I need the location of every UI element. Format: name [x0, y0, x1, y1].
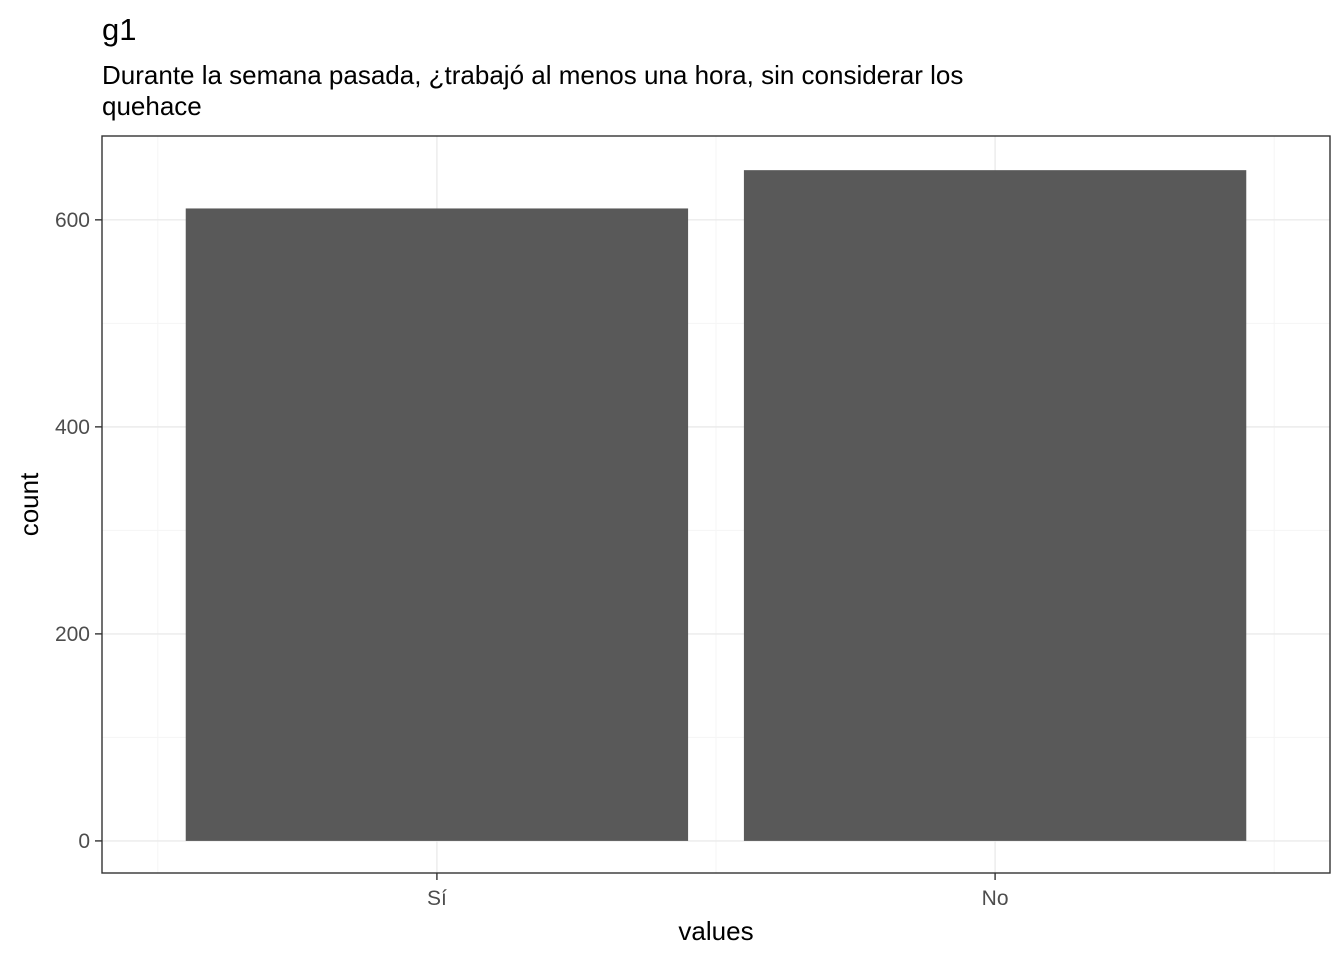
y-tick-label: 400: [55, 416, 90, 439]
bar-2: [743, 170, 1247, 841]
panel-border: [101, 135, 1331, 874]
bar-1: [185, 208, 689, 841]
bars: [185, 170, 1247, 841]
chart-subtitle: Durante la semana pasada, ¿trabajó al me…: [102, 60, 964, 121]
y-axis: 0 200 400 600: [55, 209, 102, 853]
x-axis-title: values: [678, 916, 753, 946]
y-tick-label: 200: [55, 623, 90, 646]
chart-title: g1: [102, 12, 137, 47]
x-axis: Sí No: [427, 873, 1009, 910]
y-tick-label: 600: [55, 209, 90, 232]
x-tick-label: Sí: [427, 887, 447, 910]
y-axis-title: count: [14, 472, 44, 536]
y-tick-label: 0: [78, 830, 90, 853]
x-tick-label: No: [982, 887, 1009, 910]
